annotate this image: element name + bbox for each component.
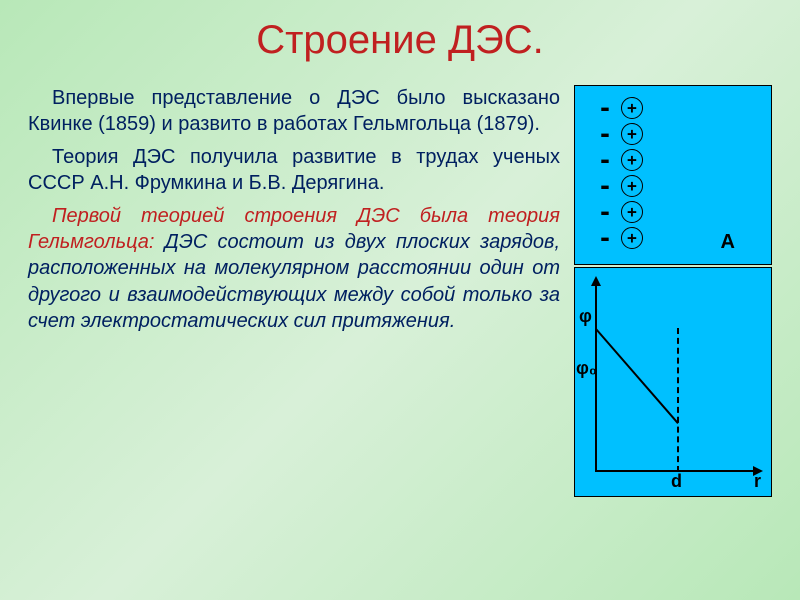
- plus-circle-icon: +: [621, 227, 643, 249]
- label-a: A: [721, 231, 735, 254]
- slide: Строение ДЭС. Впервые представление о ДЭ…: [0, 0, 800, 600]
- minus-icon: -: [597, 224, 613, 252]
- content-row: Впервые представление о ДЭС было высказа…: [28, 85, 772, 497]
- d-label: d: [671, 471, 682, 492]
- phi0-label: φ₀: [576, 358, 597, 379]
- paragraph-3: Первой теорией строения ДЭС была теория …: [28, 203, 560, 335]
- charge-row: -+: [597, 94, 643, 122]
- charge-row: -+: [597, 224, 643, 252]
- phi-label: φ: [579, 306, 592, 327]
- minus-icon: -: [597, 120, 613, 148]
- charge-row: -+: [597, 172, 643, 200]
- plus-circle-icon: +: [621, 149, 643, 171]
- minus-icon: -: [597, 198, 613, 226]
- plus-circle-icon: +: [621, 175, 643, 197]
- plus-circle-icon: +: [621, 123, 643, 145]
- text-column: Впервые представление о ДЭС было высказа…: [28, 85, 560, 497]
- plus-circle-icon: +: [621, 97, 643, 119]
- potential-graph-panel: φ φ₀ d r: [574, 267, 772, 497]
- minus-icon: -: [597, 172, 613, 200]
- charge-row: -+: [597, 198, 643, 226]
- charge-diagram-panel: -+-+-+-+-+-+ A: [574, 85, 772, 265]
- minus-icon: -: [597, 94, 613, 122]
- paragraph-2: Теория ДЭС получила развитие в трудах уч…: [28, 144, 560, 197]
- potential-line: [595, 328, 679, 424]
- figure-column: -+-+-+-+-+-+ A φ φ₀ d r: [574, 85, 772, 497]
- charge-row: -+: [597, 146, 643, 174]
- d-dashed-line: [677, 328, 679, 472]
- paragraph-1: Впервые представление о ДЭС было высказа…: [28, 85, 560, 138]
- minus-icon: -: [597, 146, 613, 174]
- plus-circle-icon: +: [621, 201, 643, 223]
- charge-row: -+: [597, 120, 643, 148]
- slide-title: Строение ДЭС.: [28, 18, 772, 63]
- r-label: r: [754, 471, 761, 492]
